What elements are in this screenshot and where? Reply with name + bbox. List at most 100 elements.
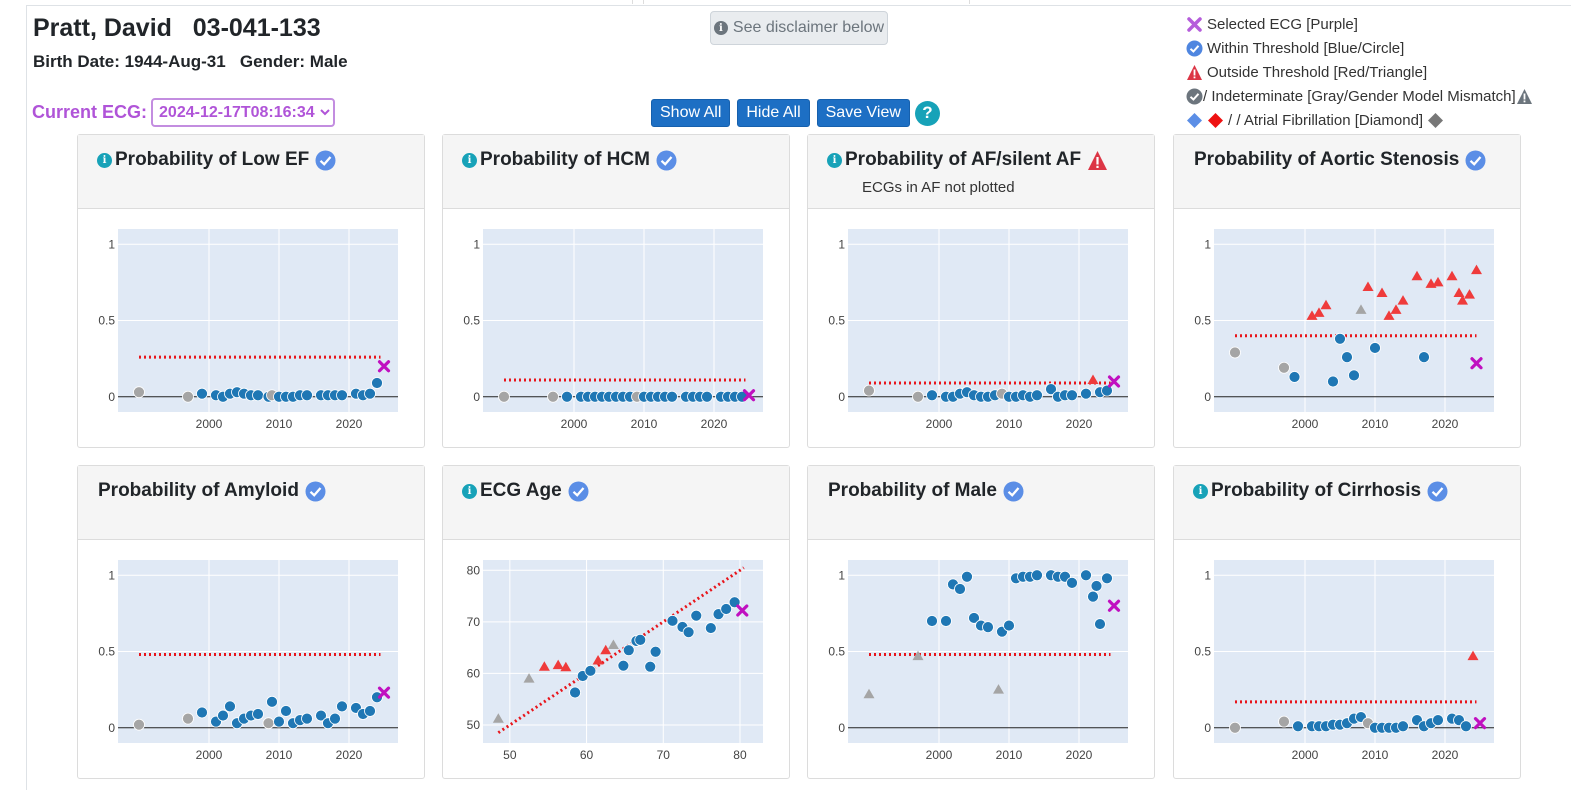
within-threshold-point[interactable] [961, 570, 973, 583]
outside-threshold-point[interactable] [1390, 304, 1402, 314]
current-ecg-dropdown[interactable]: 2024-12-17T08:16:34 [151, 98, 336, 127]
within-threshold-point[interactable] [690, 609, 703, 622]
selected-ecg-marker[interactable] [1107, 599, 1121, 612]
within-threshold-point[interactable] [315, 709, 327, 722]
outside-threshold-point[interactable] [1313, 307, 1325, 317]
outside-threshold-point[interactable] [1306, 310, 1318, 320]
within-threshold-point[interactable] [217, 709, 229, 722]
within-threshold-point[interactable] [273, 715, 285, 728]
within-threshold-point[interactable] [982, 621, 994, 633]
indeterminate-point[interactable] [1355, 304, 1367, 314]
within-threshold-point[interactable] [666, 614, 679, 627]
within-threshold-point[interactable] [1292, 720, 1304, 733]
outside-threshold-point[interactable] [1471, 264, 1482, 275]
selected-ecg-marker[interactable] [1470, 357, 1483, 370]
selected-ecg-marker[interactable] [377, 686, 391, 699]
save-view-button[interactable]: Save View [816, 99, 910, 127]
outside-threshold-point[interactable] [1446, 270, 1458, 281]
show-all-button[interactable]: Show All [651, 99, 731, 127]
within-threshold-point[interactable] [1327, 375, 1339, 388]
selected-ecg-marker[interactable] [1107, 375, 1121, 388]
indeterminate-point[interactable] [993, 684, 1004, 694]
indeterminate-point[interactable] [182, 390, 194, 403]
indeterminate-point[interactable] [182, 712, 194, 725]
within-threshold-point[interactable] [1066, 389, 1078, 402]
outside-threshold-point[interactable] [1383, 310, 1395, 320]
outside-threshold-point[interactable] [592, 655, 604, 665]
outside-threshold-point[interactable] [1467, 650, 1479, 661]
within-threshold-point[interactable] [371, 377, 383, 389]
outside-threshold-point[interactable] [1411, 270, 1423, 281]
within-threshold-point[interactable] [1031, 389, 1043, 402]
indeterminate-point[interactable] [912, 390, 924, 403]
indeterminate-point[interactable] [262, 717, 275, 730]
within-threshold-point[interactable] [954, 583, 966, 595]
within-threshold-point[interactable] [1460, 720, 1472, 733]
within-threshold-point[interactable] [196, 706, 208, 719]
within-threshold-point[interactable] [666, 390, 678, 403]
outside-threshold-point[interactable] [1464, 289, 1475, 299]
within-threshold-point[interactable] [336, 389, 348, 402]
indeterminate-point[interactable] [1229, 721, 1241, 734]
outside-threshold-point[interactable] [1453, 287, 1465, 298]
within-threshold-point[interactable] [701, 390, 713, 403]
within-threshold-point[interactable] [968, 612, 980, 624]
indeterminate-point[interactable] [498, 390, 510, 403]
within-threshold-point[interactable] [364, 387, 376, 400]
selected-ecg-marker[interactable] [736, 604, 749, 617]
within-threshold-point[interactable] [1397, 720, 1409, 733]
within-threshold-point[interactable] [561, 390, 573, 403]
within-threshold-point[interactable] [280, 705, 292, 717]
within-threshold-point[interactable] [301, 389, 313, 402]
outside-threshold-point[interactable] [1320, 299, 1332, 310]
outside-threshold-point[interactable] [1376, 287, 1388, 298]
outside-threshold-point[interactable] [1457, 295, 1468, 305]
info-icon[interactable]: i [462, 152, 477, 168]
selected-ecg-marker[interactable] [377, 360, 391, 373]
within-threshold-point[interactable] [617, 659, 630, 672]
within-threshold-point[interactable] [1087, 590, 1099, 603]
info-icon[interactable]: i [97, 152, 112, 168]
outside-threshold-point[interactable] [552, 659, 564, 670]
help-icon[interactable]: ? [914, 100, 940, 126]
within-threshold-point[interactable] [1101, 384, 1113, 397]
indeterminate-point[interactable] [912, 650, 924, 661]
within-threshold-point[interactable] [634, 634, 647, 646]
within-threshold-point[interactable] [704, 622, 717, 634]
indeterminate-point[interactable] [133, 386, 145, 399]
indeterminate-point[interactable] [133, 718, 145, 731]
within-threshold-point[interactable] [622, 644, 635, 657]
within-threshold-point[interactable] [336, 700, 348, 713]
indeterminate-point[interactable] [1278, 361, 1290, 374]
within-threshold-point[interactable] [1080, 569, 1092, 582]
indeterminate-point[interactable] [607, 639, 619, 650]
within-threshold-point[interactable] [1432, 714, 1444, 727]
within-threshold-point[interactable] [1101, 572, 1113, 585]
within-threshold-point[interactable] [940, 615, 952, 627]
within-threshold-point[interactable] [1418, 351, 1430, 364]
see-disclaimer-button[interactable]: i See disclaimer below [710, 11, 888, 45]
within-threshold-point[interactable] [329, 712, 341, 725]
within-threshold-point[interactable] [224, 700, 236, 713]
within-threshold-point[interactable] [301, 712, 313, 725]
within-threshold-point[interactable] [569, 686, 581, 699]
info-icon[interactable]: i [1193, 483, 1208, 499]
within-threshold-point[interactable] [1348, 369, 1360, 382]
within-threshold-point[interactable] [1003, 619, 1015, 632]
within-threshold-point[interactable] [1369, 342, 1381, 354]
outside-threshold-point[interactable] [600, 644, 612, 655]
within-threshold-point[interactable] [1090, 580, 1103, 592]
indeterminate-point[interactable] [863, 688, 875, 699]
within-threshold-point[interactable] [252, 389, 264, 402]
selected-ecg-marker[interactable] [1473, 717, 1487, 730]
within-threshold-point[interactable] [1288, 371, 1301, 383]
info-icon[interactable]: i [462, 483, 477, 499]
outside-threshold-point[interactable] [1087, 374, 1099, 384]
within-threshold-point[interactable] [1045, 383, 1057, 396]
outside-threshold-point[interactable] [1432, 276, 1444, 287]
indeterminate-point[interactable] [492, 713, 504, 723]
within-threshold-point[interactable] [266, 695, 278, 708]
within-threshold-point[interactable] [252, 708, 264, 720]
within-threshold-point[interactable] [720, 603, 733, 615]
indeterminate-point[interactable] [547, 390, 559, 403]
